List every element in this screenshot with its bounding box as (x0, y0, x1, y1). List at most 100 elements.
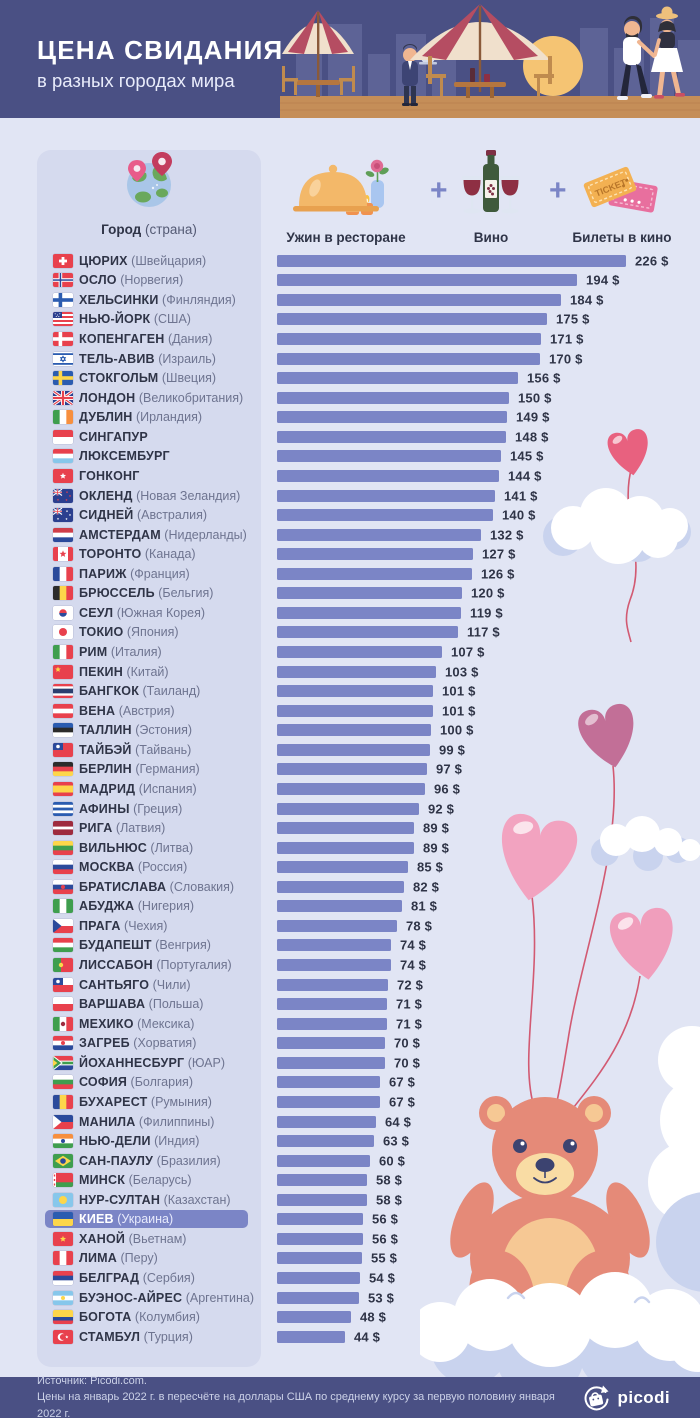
flag-icon (53, 1016, 73, 1031)
city-label: БОГОТА (Колумбия) (79, 1310, 200, 1324)
price-value: 70 $ (394, 1055, 421, 1071)
flag-icon (53, 371, 73, 386)
country-name: (Бельгия) (154, 586, 214, 601)
price-bar (277, 1056, 385, 1069)
price-value: 170 $ (549, 351, 583, 367)
umbrella-icon (282, 10, 355, 97)
city-label: СИДНЕЙ (Австралия) (79, 508, 207, 522)
chart-row: БУХАРЕСТ (Румыния) 67 $ (0, 1092, 700, 1112)
city-label: РИМ (Италия) (79, 645, 162, 659)
country-name: (Новая Зеландия) (132, 488, 241, 503)
chart-row: БУДАПЕШТ (Венгрия) 74 $ (0, 936, 700, 956)
country-name: (США) (150, 312, 191, 327)
flag-icon (53, 1251, 73, 1266)
flag-icon (53, 1212, 73, 1227)
city-label: ДУБЛИН (Ирландия) (79, 410, 202, 424)
price-value: 89 $ (423, 820, 450, 836)
price-bar (277, 665, 436, 678)
globe-icon (127, 152, 172, 207)
city-name: ЦЮРИХ (79, 253, 128, 268)
price-value: 99 $ (439, 742, 466, 758)
flag-icon (53, 1329, 73, 1344)
country-name: (Канада) (141, 547, 196, 562)
flag-icon (53, 762, 73, 777)
price-bar (277, 1095, 380, 1108)
header-banner: ЦЕНА СВИДАНИЯ в разных городах мира (0, 0, 700, 118)
city-label: НУР-СУЛТАН (Казахстан) (79, 1193, 231, 1207)
city-name: СОФИЯ (79, 1075, 128, 1090)
city-label: ТОРОНТО (Канада) (79, 547, 196, 561)
chart-row: ТАЛЛИН (Эстония) 100 $ (0, 721, 700, 741)
price-bar (277, 352, 540, 365)
price-bar (277, 548, 473, 561)
city-label: БЕРЛИН (Германия) (79, 762, 200, 776)
flag-icon (53, 723, 73, 738)
chart-row: ОКЛЕНД (Новая Зеландия) 141 $ (0, 486, 700, 506)
price-bar (277, 900, 402, 913)
price-bar (277, 1291, 359, 1304)
chart-row: ТОРОНТО (Канада) 127 $ (0, 544, 700, 564)
flag-icon (53, 488, 73, 503)
city-label: БУЭНОС-АЙРЕС (Аргентина) (79, 1291, 254, 1305)
price-bar (277, 1272, 360, 1285)
price-bar (277, 430, 506, 443)
price-value: 144 $ (508, 468, 542, 484)
city-label: МАНИЛА (Филиппины) (79, 1115, 214, 1129)
flag-icon (53, 586, 73, 601)
country-name: (Италия) (107, 645, 162, 660)
country-name: (Сербия) (139, 1271, 195, 1286)
price-bar (277, 333, 541, 346)
flag-icon (53, 918, 73, 933)
city-name: ВАРШАВА (79, 997, 146, 1012)
city-label: МОСКВА (Россия) (79, 860, 187, 874)
price-value: 67 $ (389, 1074, 416, 1090)
country-name: (Хорватия) (129, 1036, 197, 1051)
city-column-header: Город (страна) (101, 222, 197, 237)
chart-row: СОФИЯ (Болгария) 67 $ (0, 1073, 700, 1093)
price-value: 119 $ (470, 605, 503, 621)
country-name: (Ирландия) (132, 410, 203, 425)
chart-row: НУР-СУЛТАН (Казахстан) 58 $ (0, 1190, 700, 1210)
chart-row: РИГА (Латвия) 89 $ (0, 818, 700, 838)
chart-row: БЕЛГРАД (Сербия) 54 $ (0, 1268, 700, 1288)
price-bar (277, 1311, 351, 1324)
country-name: (Перу) (117, 1251, 158, 1266)
chart-row: ТЕЛЬ-АВИВ (Израиль) 170 $ (0, 349, 700, 369)
flag-icon (53, 547, 73, 562)
city-label: САНТЬЯГО (Чили) (79, 978, 191, 992)
chart-row: ЦЮРИХ (Швейцария) 226 $ (0, 251, 700, 271)
country-name: (Дания) (164, 332, 213, 347)
flag-icon (53, 1094, 73, 1109)
city-label: ТОКИО (Япония) (79, 625, 179, 639)
chart-row: СИНГАПУР 148 $ (0, 427, 700, 447)
flag-icon (53, 684, 73, 699)
country-name: (Венгрия) (151, 938, 211, 953)
flag-icon (53, 840, 73, 855)
city-label: ВАРШАВА (Польша) (79, 997, 203, 1011)
price-bar (277, 1193, 367, 1206)
price-bar (277, 528, 481, 541)
city-label: ГОНКОНГ (79, 469, 140, 483)
city-label: ТАЙБЭЙ (Тайвань) (79, 743, 191, 757)
price-value: 97 $ (436, 761, 463, 777)
flag-icon (53, 958, 73, 973)
chart-row: МОСКВА (Россия) 85 $ (0, 857, 700, 877)
chart-row: НЬЮ-ДЕЛИ (Индия) 63 $ (0, 1131, 700, 1151)
price-value: 156 $ (527, 370, 561, 386)
city-name: БУЭНОС-АЙРЕС (79, 1290, 183, 1305)
country-name: (Финляндия) (158, 292, 236, 307)
price-value: 56 $ (372, 1231, 399, 1247)
price-bar (277, 861, 408, 874)
wooden-floor (280, 96, 700, 118)
country-name: (Польша) (145, 997, 204, 1012)
chart-row: РИМ (Италия) 107 $ (0, 642, 700, 662)
price-bar (277, 1330, 345, 1343)
price-value: 67 $ (389, 1094, 416, 1110)
city-name: АБУДЖА (79, 899, 135, 914)
city-label: ТАЛЛИН (Эстония) (79, 723, 192, 737)
city-name: НЬЮ-ДЕЛИ (79, 1134, 151, 1149)
country-name: (Япония) (123, 625, 179, 640)
legend-label: Ужин в ресторане (286, 230, 406, 245)
price-bar (277, 685, 433, 698)
city-name: СТОКГОЛЬМ (79, 371, 159, 386)
